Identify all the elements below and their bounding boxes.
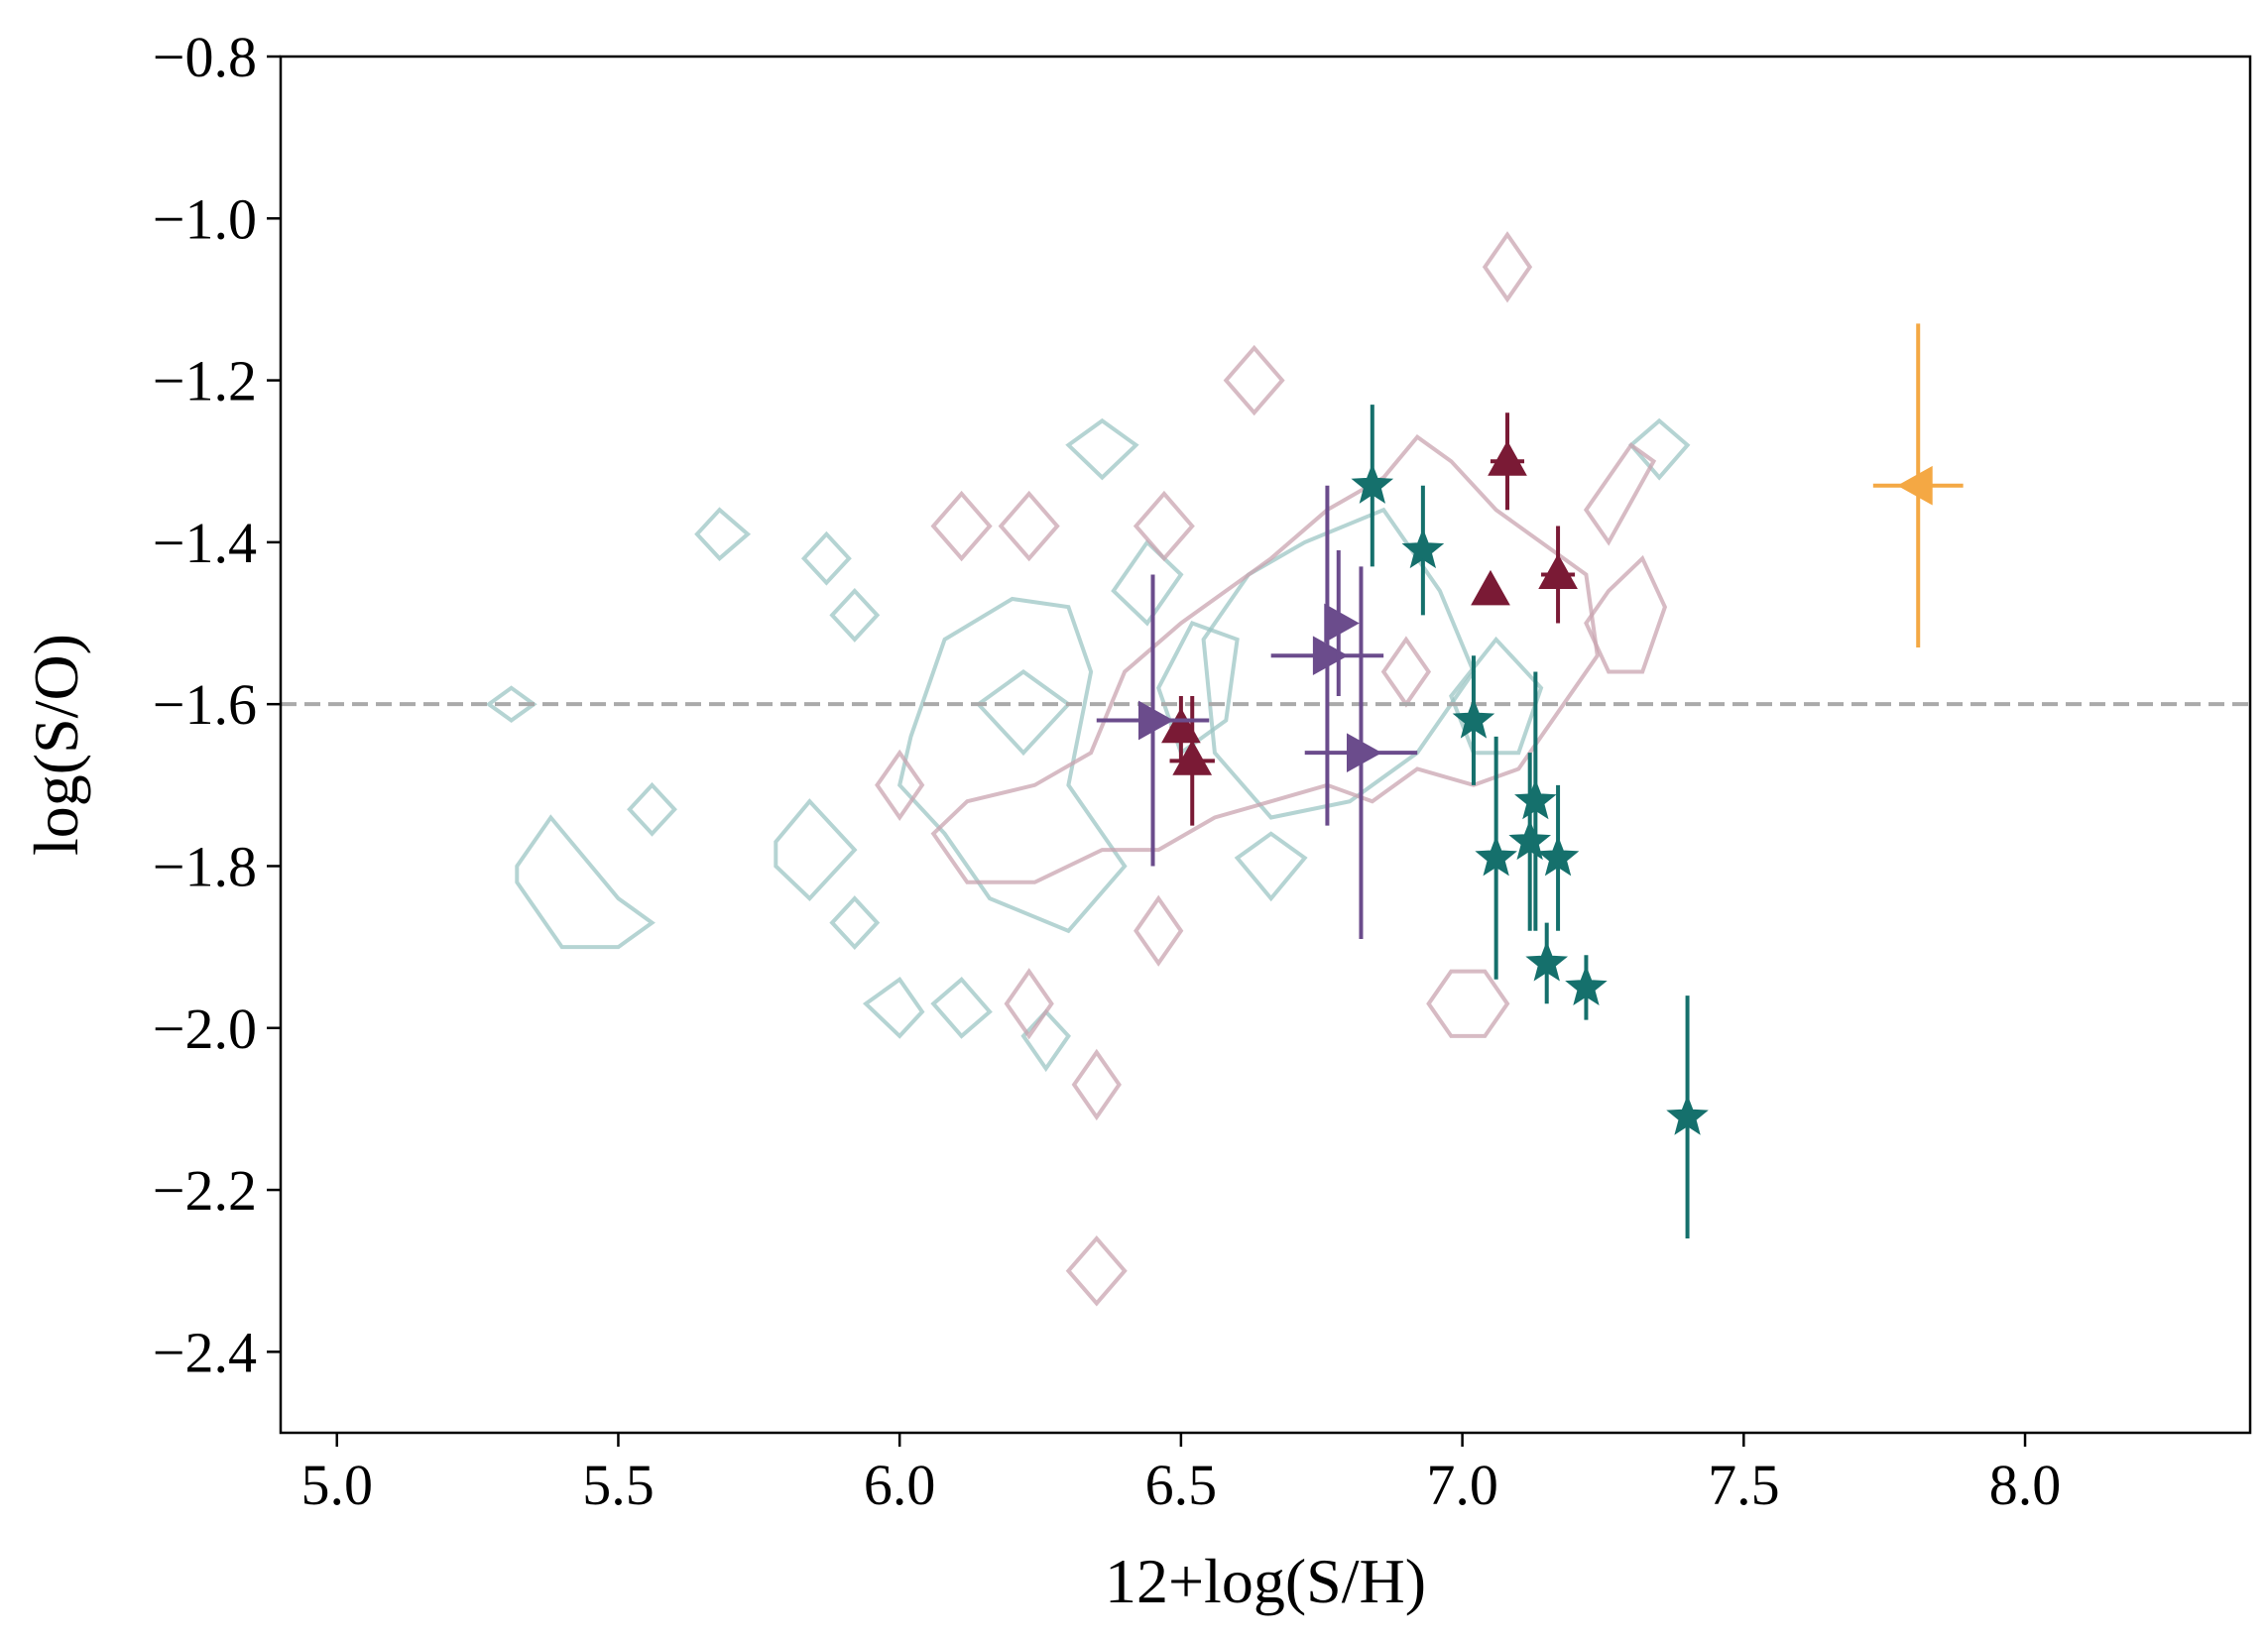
teal-density-contour-5 <box>829 587 881 643</box>
mauve-density-contour-3 <box>998 490 1060 562</box>
y-tick-label-3: −1.4 <box>153 511 257 575</box>
triangles-right-marker-2 <box>1324 603 1360 644</box>
teal-density-contour-4 <box>800 530 852 586</box>
x-axis-label: 12+log(S/H) <box>1105 1546 1426 1616</box>
triangles-up-series <box>1161 412 1578 826</box>
stars-point-7 <box>1525 922 1569 1004</box>
y-axis-label: log(S/O) <box>21 634 91 856</box>
x-tick-label-0: 5.0 <box>300 1453 373 1517</box>
mauve-density-contour-1 <box>1223 344 1285 416</box>
stars-marker-5 <box>1514 778 1557 820</box>
teal-density-contour-18 <box>1020 1008 1071 1073</box>
triangles-up-marker-2 <box>1471 569 1510 606</box>
mauve-density-contour-6 <box>1134 894 1184 967</box>
y-tick-label-7: −2.2 <box>153 1158 257 1223</box>
teal-density-contour-12 <box>975 669 1072 757</box>
stars-marker-9 <box>1666 1095 1709 1135</box>
x-tick-label-3: 6.5 <box>1145 1453 1218 1517</box>
triangle-left-marker-0 <box>1897 465 1933 506</box>
mauve-density-contour-5 <box>875 749 925 822</box>
y-tick-label-5: −1.8 <box>153 834 257 898</box>
teal-density-contour-16 <box>1449 636 1544 756</box>
stars-marker-2 <box>1452 698 1495 739</box>
stars-point-8 <box>1565 955 1608 1020</box>
data-points <box>1096 323 1964 1239</box>
x-axis-ticks: 5.0 5.5 6.0 6.5 7.0 7.5 8.0 <box>300 1433 2061 1517</box>
stars-point-0 <box>1351 405 1394 567</box>
mauve-density-contour-12 <box>1584 554 1668 674</box>
triangles-up-point-3 <box>1488 412 1527 511</box>
x-tick-label-1: 5.5 <box>582 1453 655 1517</box>
stars-point-5 <box>1514 671 1557 931</box>
teal-density-contour-10 <box>1065 417 1139 481</box>
triangles-up-point-2 <box>1471 569 1510 606</box>
stars-marker-4 <box>1508 819 1552 861</box>
triangles-right-marker-3 <box>1347 733 1382 773</box>
stars-point-3 <box>1475 736 1517 980</box>
stars-marker-7 <box>1525 941 1569 982</box>
mauve-density-contour-9 <box>1065 1234 1128 1307</box>
stars-point-2 <box>1452 655 1495 785</box>
mauve-density-contour-7 <box>1004 968 1054 1040</box>
triangles-right-point-1 <box>1270 485 1384 826</box>
mauve-density-contour-14 <box>1380 636 1432 708</box>
density-contours <box>485 231 1691 1307</box>
x-tick-label-2: 6.0 <box>864 1453 936 1517</box>
triangles-up-marker-1 <box>1172 740 1213 775</box>
teal-density-contour-9 <box>930 976 993 1039</box>
y-axis-ticks: −0.8 −1.0 −1.2 −1.4 −1.6 −1.8 −2.0 −2.2 −2.4 <box>153 25 281 1384</box>
stars-series <box>1351 405 1709 1239</box>
mauve-density-contour-4 <box>1133 490 1195 562</box>
y-tick-label-4: −1.6 <box>153 672 257 737</box>
stars-point-6 <box>1536 784 1580 931</box>
triangles-up-point-1 <box>1169 696 1215 826</box>
mauve-density-contour-10 <box>1426 969 1510 1038</box>
teal-density-contour-6 <box>774 798 858 901</box>
triangle-left-point-0 <box>1872 323 1964 648</box>
x-tick-label-6: 8.0 <box>1989 1453 2062 1517</box>
teal-density-contour-3 <box>515 814 656 950</box>
teal-density-contour-1 <box>694 507 752 561</box>
triangles-right-point-3 <box>1304 566 1418 939</box>
triangles-right-point-0 <box>1096 574 1210 867</box>
triangles-right-series <box>1096 485 1418 939</box>
triangles-right-point-2 <box>1324 550 1360 697</box>
stars-marker-0 <box>1351 463 1394 504</box>
y-tick-label-1: −1.0 <box>153 186 257 251</box>
teal-density-contour-7 <box>829 895 881 951</box>
teal-density-contour-19 <box>1111 538 1184 627</box>
y-tick-label-6: −2.0 <box>153 997 257 1061</box>
teal-density-contour-8 <box>862 976 925 1039</box>
triangles-right-marker-0 <box>1138 700 1174 741</box>
stars-point-1 <box>1401 485 1445 616</box>
stars-marker-1 <box>1401 528 1445 569</box>
stars-marker-6 <box>1536 835 1580 877</box>
triangles-up-marker-3 <box>1488 440 1527 476</box>
x-tick-label-5: 7.5 <box>1708 1453 1780 1517</box>
y-tick-label-8: −2.4 <box>153 1320 257 1384</box>
mauve-density-contour-13 <box>1583 442 1657 546</box>
mauve-density-contour-2 <box>930 490 993 562</box>
stars-point-4 <box>1508 753 1552 931</box>
stars-marker-3 <box>1475 835 1517 877</box>
y-tick-label-2: −1.2 <box>153 349 257 413</box>
mauve-density-contour-11 <box>930 433 1600 884</box>
plot-frame <box>279 55 2252 1435</box>
stars-point-9 <box>1666 996 1709 1239</box>
stars-marker-8 <box>1565 965 1608 1006</box>
triangles-right-marker-1 <box>1312 636 1349 676</box>
mauve-density-contour-0 <box>1482 231 1533 303</box>
x-tick-label-4: 7.0 <box>1426 1453 1498 1517</box>
mauve-density-contour-8 <box>1071 1048 1122 1121</box>
y-tick-label-0: −0.8 <box>153 25 257 89</box>
teal-density-contour-15 <box>1234 831 1308 902</box>
triangles-up-marker-4 <box>1538 553 1578 589</box>
triangles-up-point-4 <box>1538 526 1578 624</box>
teal-density-contour-11 <box>897 596 1128 934</box>
teal-density-contour-2 <box>627 781 677 837</box>
triangle-left-series <box>1872 323 1964 648</box>
